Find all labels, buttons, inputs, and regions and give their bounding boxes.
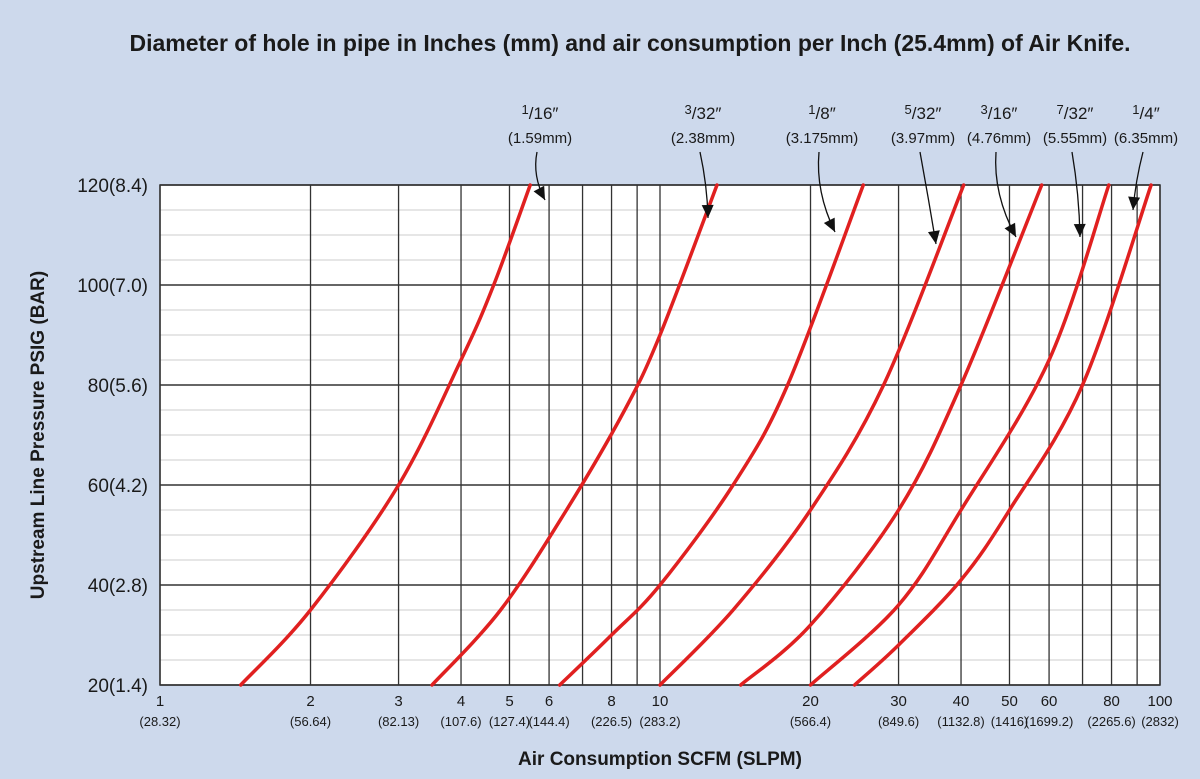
arrowhead: [1004, 222, 1016, 237]
x-tick-sublabel: (144.4): [528, 714, 569, 729]
callout-arrows: [533, 151, 1144, 245]
series-label-fraction: 1/8″: [808, 102, 835, 123]
x-tick-sublabel: (1132.8): [937, 714, 984, 729]
series-label-mm: (4.76mm): [967, 130, 1031, 147]
x-tick-sublabel: (28.32): [139, 714, 180, 729]
x-tick-sublabel: (1416): [991, 714, 1029, 729]
x-tick-label: 8: [607, 693, 615, 710]
y-tick-label: 120(8.4): [77, 176, 148, 197]
y-tick-labels: 20(1.4) 40(2.8) 60(4.2) 80(5.6) 100(7.0) 120(…: [77, 176, 148, 697]
arrowhead: [701, 204, 714, 218]
series-label-mm: (3.175mm): [786, 130, 859, 147]
x-tick-label: 40: [953, 693, 970, 710]
x-tick-label: 2: [306, 693, 314, 710]
x-axis-title: Air Consumption SCFM (SLPM): [518, 749, 802, 770]
series-labels: 1/16″ (1.59mm) 3/32″ (2.38mm) 1/8″ (3.175mm) 5…: [508, 102, 1178, 147]
series-label-fraction: 7/32″: [1057, 102, 1094, 123]
y-tick-label: 80(5.6): [88, 376, 148, 397]
x-tick-label: 60: [1041, 693, 1058, 710]
series-label-mm: (2.38mm): [671, 130, 735, 147]
series-label-fraction: 3/16″: [981, 102, 1018, 123]
series-label-fraction: 1/4″: [1132, 102, 1159, 123]
x-tick-sublabel: (56.64): [290, 714, 331, 729]
x-tick-sublabel: (2832): [1141, 714, 1179, 729]
series-label-mm: (3.97mm): [891, 130, 955, 147]
series-curve: [658, 183, 966, 687]
x-tick-sublabel: (226.5): [591, 714, 632, 729]
x-tick-labels: 1 (28.32) 2 (56.64) 3 (82.13) 4 (107.6) 5 (127.4)…: [139, 693, 1178, 729]
series-curve: [557, 183, 866, 687]
x-tick-label: 3: [394, 693, 402, 710]
series-curve: [738, 183, 1044, 687]
x-tick-sublabel: (82.13): [378, 714, 419, 729]
curves: [238, 183, 1153, 687]
arrowhead: [823, 217, 835, 232]
x-tick-sublabel: (566.4): [790, 714, 831, 729]
x-tick-label: 80: [1103, 693, 1120, 710]
x-tick-sublabel: (2265.6): [1087, 714, 1135, 729]
y-axis-title: Upstream Line Pressure PSIG (BAR): [28, 271, 49, 599]
arrowhead: [1128, 196, 1141, 210]
x-tick-label: 4: [457, 693, 465, 710]
x-tick-label: 20: [802, 693, 819, 710]
x-tick-sublabel: (283.2): [639, 714, 680, 729]
x-tick-label: 1: [156, 693, 164, 710]
x-tick-sublabel: (849.6): [878, 714, 919, 729]
arrowhead: [927, 230, 940, 244]
series-label-mm: (6.35mm): [1114, 130, 1178, 147]
x-tick-sublabel: (1699.2): [1025, 714, 1073, 729]
series-curve: [238, 183, 532, 687]
y-tick-label: 20(1.4): [88, 676, 148, 697]
series-curve: [430, 183, 719, 687]
series-label-mm: (1.59mm): [508, 130, 572, 147]
x-tick-label: 30: [890, 693, 907, 710]
x-tick-label: 10: [652, 693, 669, 710]
y-tick-label: 40(2.8): [88, 576, 148, 597]
y-tick-label: 100(7.0): [77, 276, 148, 297]
x-tick-label: 5: [505, 693, 513, 710]
series-label-fraction: 3/32″: [685, 102, 722, 123]
x-tick-label: 100: [1147, 693, 1172, 710]
x-tick-sublabel: (107.6): [440, 714, 481, 729]
y-tick-label: 60(4.2): [88, 476, 148, 497]
series-label-fraction: 5/32″: [905, 102, 942, 123]
arrowhead: [533, 185, 545, 200]
series-label-mm: (5.55mm): [1043, 130, 1107, 147]
x-tick-label: 6: [545, 693, 553, 710]
series-curve: [852, 183, 1153, 687]
series-label-fraction: 1/16″: [522, 102, 559, 123]
series-curve: [808, 183, 1111, 687]
arrowhead: [1073, 223, 1086, 237]
x-tick-sublabel: (127.4): [489, 714, 530, 729]
chart-title: Diameter of hole in pipe in Inches (mm) …: [129, 30, 1130, 56]
x-tick-label: 50: [1001, 693, 1018, 710]
